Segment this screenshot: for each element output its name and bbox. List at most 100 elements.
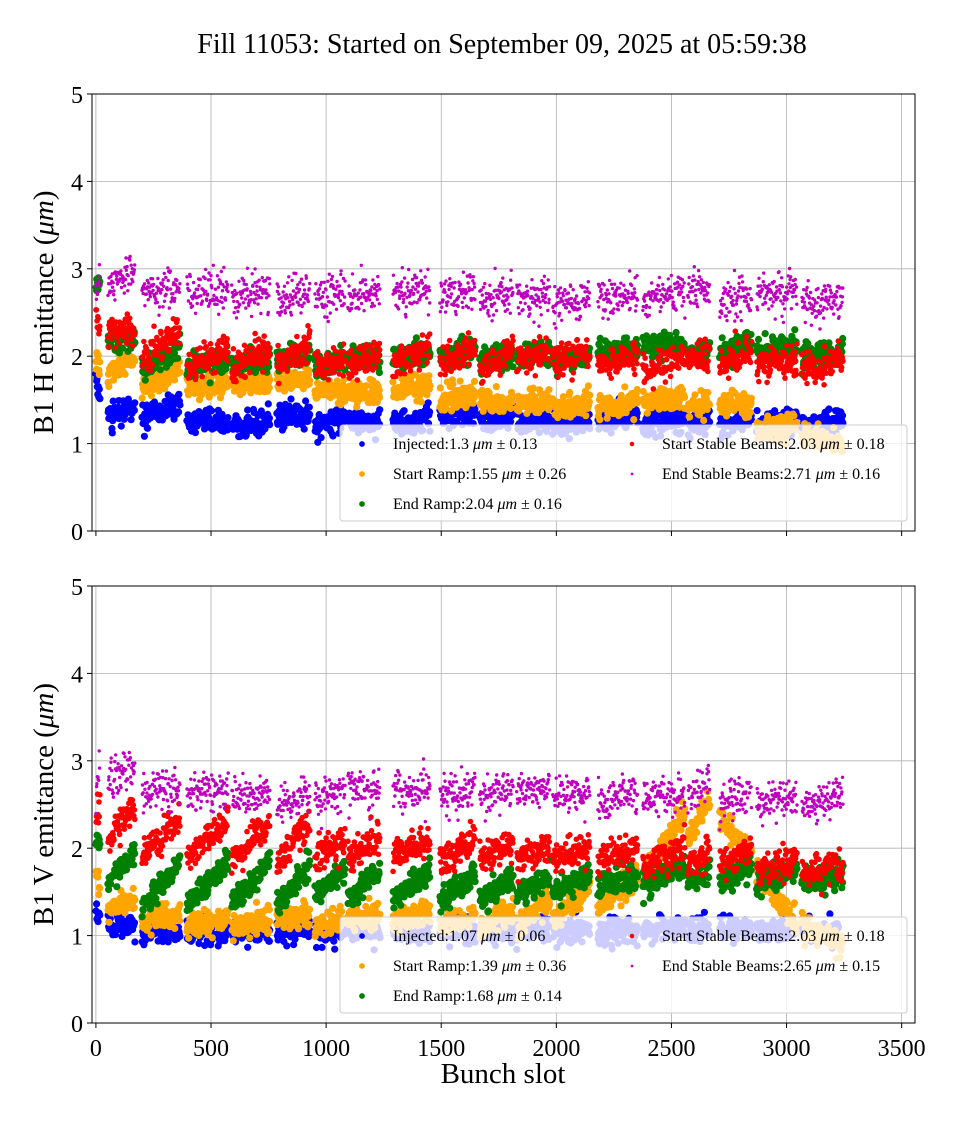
data-point xyxy=(389,378,396,385)
data-point xyxy=(148,392,155,399)
data-point xyxy=(224,414,231,421)
data-point xyxy=(471,406,478,413)
data-point xyxy=(163,341,169,347)
data-point xyxy=(425,399,432,406)
data-point xyxy=(206,365,212,371)
data-point xyxy=(417,367,423,373)
data-point xyxy=(266,384,273,391)
data-point xyxy=(825,405,832,412)
data-point xyxy=(700,417,707,424)
data-point xyxy=(193,377,199,383)
data-point xyxy=(426,343,432,349)
data-point xyxy=(95,352,102,359)
data-point xyxy=(375,358,381,364)
data-point xyxy=(294,334,300,340)
data-point xyxy=(340,349,346,355)
data-point xyxy=(355,377,361,383)
data-point xyxy=(141,433,148,440)
data-point xyxy=(463,335,469,341)
data-point xyxy=(186,352,192,358)
data-point xyxy=(754,407,761,414)
data-point xyxy=(96,371,103,378)
data-point xyxy=(94,307,100,313)
data-point xyxy=(457,378,464,385)
data-point xyxy=(376,406,383,413)
y-axis-label-text: B1 H emittance ( xyxy=(28,236,60,435)
data-point xyxy=(510,338,516,344)
data-point xyxy=(259,362,265,368)
data-point xyxy=(326,377,332,383)
data-point xyxy=(376,369,383,376)
data-point xyxy=(426,408,433,415)
data-point xyxy=(315,349,321,355)
data-point xyxy=(748,395,755,402)
data-point xyxy=(472,352,478,358)
data-point xyxy=(109,429,116,436)
data-point xyxy=(147,356,153,362)
data-point xyxy=(306,404,313,411)
data-point xyxy=(131,326,137,332)
data-point xyxy=(427,354,433,360)
data-point xyxy=(141,339,147,345)
data-point xyxy=(197,345,203,351)
data-point xyxy=(96,358,103,365)
data-point xyxy=(131,399,138,406)
data-point xyxy=(247,370,253,376)
data-point xyxy=(307,328,313,334)
data-point xyxy=(265,341,271,347)
data-point xyxy=(585,382,592,389)
data-point xyxy=(530,385,537,392)
data-point xyxy=(399,343,405,349)
data-point xyxy=(630,416,637,423)
data-point xyxy=(266,346,272,352)
data-point xyxy=(416,392,423,399)
data-point xyxy=(498,372,504,378)
data-point xyxy=(96,386,103,393)
y-axis-label: B1 H emittance (μm) xyxy=(28,190,60,434)
data-point xyxy=(417,360,423,366)
y-axis-label-text: ) xyxy=(28,190,60,200)
data-point xyxy=(373,364,379,370)
data-point xyxy=(225,358,231,364)
data-point xyxy=(305,367,312,374)
data-point xyxy=(445,343,451,349)
data-point xyxy=(260,369,266,375)
data-point xyxy=(174,317,180,323)
data-point xyxy=(503,363,509,369)
data-point xyxy=(208,341,214,347)
data-point xyxy=(634,386,641,393)
data-point xyxy=(116,340,122,346)
data-point xyxy=(177,341,183,347)
data-point xyxy=(158,331,164,337)
y-tick-label: 0 xyxy=(71,520,83,546)
data-point xyxy=(791,326,798,333)
data-point xyxy=(376,352,382,358)
data-point xyxy=(261,333,267,339)
y-tick-label: 4 xyxy=(71,170,83,196)
data-point xyxy=(265,400,272,407)
data-point xyxy=(507,405,514,412)
data-point xyxy=(142,377,149,384)
data-point xyxy=(176,331,182,337)
data-point xyxy=(747,409,754,416)
data-point xyxy=(492,351,498,357)
data-point xyxy=(634,409,641,416)
data-point xyxy=(401,407,408,414)
data-point xyxy=(96,316,102,322)
data-point xyxy=(192,429,199,436)
data-point xyxy=(449,381,456,388)
data-point xyxy=(839,412,846,419)
data-point xyxy=(231,346,237,352)
y-tick-label: 2 xyxy=(71,345,83,371)
data-point xyxy=(97,324,103,330)
data-point xyxy=(177,325,183,331)
data-point xyxy=(132,331,138,337)
data-point xyxy=(217,346,223,352)
data-point xyxy=(586,398,593,405)
data-point xyxy=(418,398,425,405)
data-point xyxy=(266,376,273,383)
data-point xyxy=(509,346,515,352)
data-point xyxy=(466,330,472,336)
data-point xyxy=(353,354,359,360)
